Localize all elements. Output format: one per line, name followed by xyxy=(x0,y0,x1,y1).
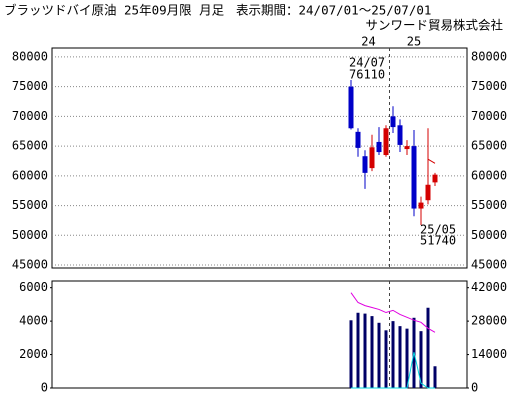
candle-body xyxy=(376,141,382,153)
volume-bar xyxy=(419,331,423,388)
y-tick-label: 50000 xyxy=(12,228,48,242)
period: 表示期間：24/07/01～25/07/01 xyxy=(236,3,431,18)
candle-body xyxy=(418,202,424,209)
y-tick-label-right: 60000 xyxy=(471,168,507,182)
price-frame xyxy=(51,47,468,269)
y-tick-label: 2000 xyxy=(19,347,48,361)
volume-bar xyxy=(377,322,381,388)
y-tick-label: 55000 xyxy=(12,198,48,212)
y-tick-label-right: 70000 xyxy=(471,109,507,123)
annotation: 24/07 xyxy=(349,56,385,70)
candle-body xyxy=(425,184,431,201)
line-series xyxy=(350,292,436,333)
y2-tick-label: 0 xyxy=(471,381,478,395)
annotation: 51740 xyxy=(420,234,456,248)
chart-title: ブラッツドバイ原油 25年09月限 月足 xyxy=(4,3,225,18)
y-tick-label-right: 75000 xyxy=(471,79,507,93)
candle-body xyxy=(369,147,375,169)
volume-bar xyxy=(426,307,430,388)
y-tick-label: 0 xyxy=(41,381,48,395)
line-series xyxy=(351,352,435,389)
candle-body xyxy=(362,156,368,173)
candle-body xyxy=(404,146,410,150)
candle-body xyxy=(348,86,354,129)
y2-tick-label: 28000 xyxy=(471,314,507,328)
year-label: 25 xyxy=(407,35,421,49)
y-tick-label-right: 65000 xyxy=(471,139,507,153)
annotation: 25/05 xyxy=(420,223,456,237)
volume-bar xyxy=(391,321,395,388)
volume-bar xyxy=(349,320,353,388)
source: サンワード貿易株式会社 xyxy=(365,18,503,33)
y-tick-label: 80000 xyxy=(12,49,48,63)
volume-bar xyxy=(398,326,402,388)
year-label: 24 xyxy=(361,35,375,49)
y-tick-label: 60000 xyxy=(12,168,48,182)
y-tick-label-right: 80000 xyxy=(471,49,507,63)
y-tick-label-right: 45000 xyxy=(471,258,507,272)
volume-bar xyxy=(363,313,367,388)
y-tick-label: 75000 xyxy=(12,79,48,93)
moving-average xyxy=(427,158,436,164)
y-tick-label: 45000 xyxy=(12,258,48,272)
candle-body xyxy=(390,116,396,128)
annotation: 76110 xyxy=(349,68,385,82)
y2-tick-label: 14000 xyxy=(471,347,507,361)
candle-body xyxy=(432,174,438,183)
y-tick-label: 70000 xyxy=(12,109,48,123)
volume-bar xyxy=(356,312,360,388)
y-tick-label: 4000 xyxy=(19,314,48,328)
volume-bar xyxy=(433,366,437,388)
candle-body xyxy=(411,146,417,209)
y-tick-label: 6000 xyxy=(19,280,48,294)
candle-body xyxy=(383,128,389,156)
candle-body xyxy=(397,125,403,145)
candle-body xyxy=(355,131,361,148)
volume-bar xyxy=(384,330,388,388)
volume-bar xyxy=(370,316,374,388)
volume-frame xyxy=(51,280,468,389)
y-tick-label-right: 50000 xyxy=(471,228,507,242)
y2-tick-label: 42000 xyxy=(471,280,507,294)
volume-bar xyxy=(405,328,409,388)
y-tick-label-right: 55000 xyxy=(471,198,507,212)
y-tick-label: 65000 xyxy=(12,139,48,153)
